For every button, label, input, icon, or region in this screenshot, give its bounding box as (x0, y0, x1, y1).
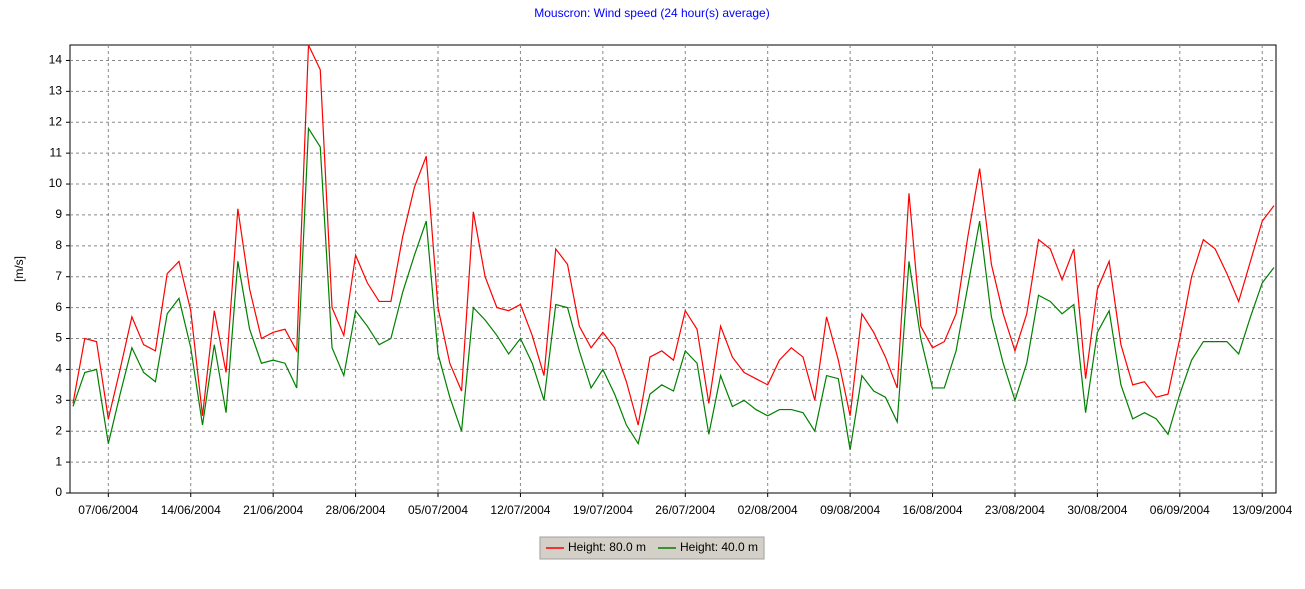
x-tick-label: 21/06/2004 (243, 503, 303, 517)
x-tick-label: 16/08/2004 (903, 503, 963, 517)
y-tick-label: 6 (55, 300, 62, 314)
y-tick-label: 12 (49, 114, 63, 128)
x-tick-label: 28/06/2004 (326, 503, 386, 517)
y-tick-label: 2 (55, 423, 62, 437)
y-tick-label: 14 (49, 53, 63, 67)
y-tick-label: 10 (49, 176, 63, 190)
x-tick-label: 09/08/2004 (820, 503, 880, 517)
y-tick-label: 7 (55, 269, 62, 283)
plot-frame (69, 44, 1277, 494)
y-tick-label: 0 (55, 485, 62, 499)
legend-label: Height: 80.0 m (568, 540, 646, 554)
x-tick-label: 26/07/2004 (655, 503, 715, 517)
y-tick-label: 5 (55, 331, 62, 345)
y-tick-label: 4 (55, 362, 62, 376)
series-line (72, 44, 1275, 426)
x-tick-label: 14/06/2004 (161, 503, 221, 517)
x-tick-label: 12/07/2004 (490, 503, 550, 517)
y-tick-label: 1 (55, 454, 62, 468)
legend: Height: 80.0 m Height: 40.0 m (539, 536, 765, 560)
x-tick-label: 07/06/2004 (78, 503, 138, 517)
y-tick-label: 11 (50, 145, 63, 159)
y-axis-label: [m/s] (12, 256, 26, 282)
y-tick-label: 9 (55, 207, 62, 221)
x-tick-label: 19/07/2004 (573, 503, 633, 517)
series-line (72, 126, 1275, 450)
y-tick-label: 3 (55, 392, 62, 406)
y-tick-label: 8 (55, 238, 62, 252)
x-tick-label: 02/08/2004 (738, 503, 798, 517)
legend-box (539, 536, 765, 560)
x-tick-label: 05/07/2004 (408, 503, 468, 517)
x-tick-label: 30/08/2004 (1067, 503, 1127, 517)
legend-label: Height: 40.0 m (680, 540, 758, 554)
x-tick-label: 06/09/2004 (1150, 503, 1210, 517)
chart-title: Mouscron: Wind speed (24 hour(s) average… (534, 6, 769, 20)
x-tick-label: 23/08/2004 (985, 503, 1045, 517)
y-tick-label: 13 (49, 84, 63, 98)
x-tick-label: 13/09/2004 (1232, 503, 1292, 517)
